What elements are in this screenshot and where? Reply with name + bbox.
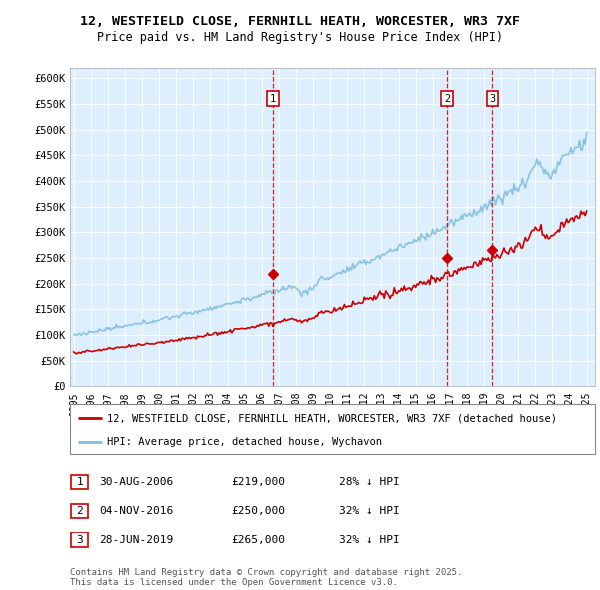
Text: 2: 2 (444, 94, 450, 104)
Text: 1: 1 (270, 94, 277, 104)
Text: Price paid vs. HM Land Registry's House Price Index (HPI): Price paid vs. HM Land Registry's House … (97, 31, 503, 44)
Text: 12, WESTFIELD CLOSE, FERNHILL HEATH, WORCESTER, WR3 7XF (detached house): 12, WESTFIELD CLOSE, FERNHILL HEATH, WOR… (107, 413, 557, 423)
Text: Contains HM Land Registry data © Crown copyright and database right 2025.
This d: Contains HM Land Registry data © Crown c… (70, 568, 463, 587)
FancyBboxPatch shape (71, 474, 88, 490)
FancyBboxPatch shape (70, 404, 595, 454)
Text: 28% ↓ HPI: 28% ↓ HPI (339, 477, 400, 487)
Text: £219,000: £219,000 (231, 477, 285, 487)
Text: £265,000: £265,000 (231, 535, 285, 545)
Text: 12, WESTFIELD CLOSE, FERNHILL HEATH, WORCESTER, WR3 7XF: 12, WESTFIELD CLOSE, FERNHILL HEATH, WOR… (80, 15, 520, 28)
Text: 28-JUN-2019: 28-JUN-2019 (99, 535, 173, 545)
Text: 3: 3 (76, 535, 83, 545)
Text: £250,000: £250,000 (231, 506, 285, 516)
Text: 3: 3 (489, 94, 496, 104)
Text: 30-AUG-2006: 30-AUG-2006 (99, 477, 173, 487)
Text: 1: 1 (76, 477, 83, 487)
Text: 04-NOV-2016: 04-NOV-2016 (99, 506, 173, 516)
Text: 2: 2 (76, 506, 83, 516)
Text: 32% ↓ HPI: 32% ↓ HPI (339, 535, 400, 545)
FancyBboxPatch shape (71, 503, 88, 519)
FancyBboxPatch shape (71, 532, 88, 548)
Text: HPI: Average price, detached house, Wychavon: HPI: Average price, detached house, Wych… (107, 437, 382, 447)
Text: 32% ↓ HPI: 32% ↓ HPI (339, 506, 400, 516)
